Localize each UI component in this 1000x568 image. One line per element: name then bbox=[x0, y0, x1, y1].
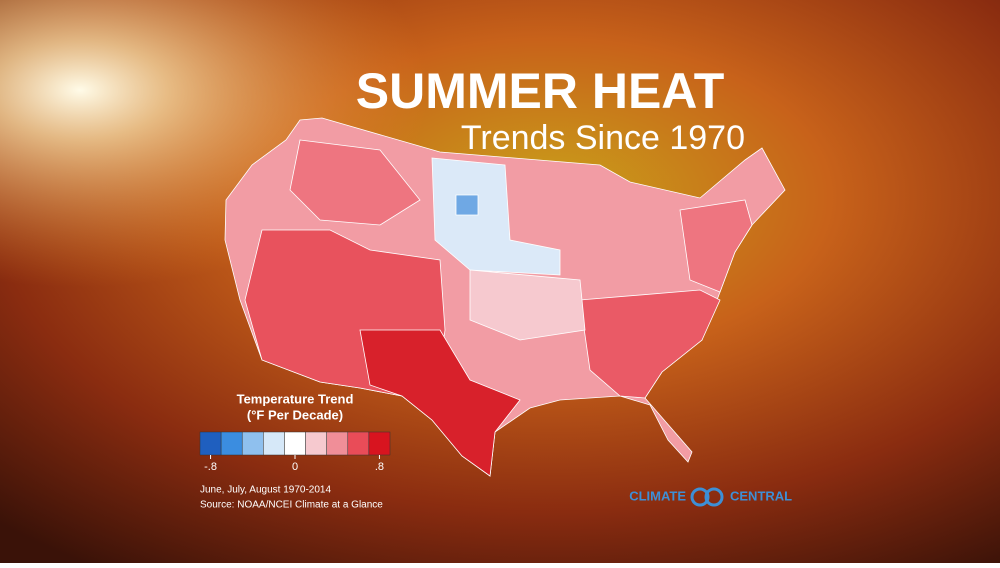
legend-title: (°F Per Decade) bbox=[247, 407, 343, 422]
legend-swatch bbox=[347, 431, 370, 456]
subtitle: Trends Since 1970 bbox=[461, 119, 745, 157]
legend-swatch bbox=[305, 431, 327, 456]
legend-swatch bbox=[241, 431, 264, 456]
legend-tick-label: -.8 bbox=[204, 461, 217, 473]
region-midwest bbox=[469, 269, 586, 341]
footnote: June, July, August 1970-2014 bbox=[200, 485, 331, 496]
us-map bbox=[224, 117, 786, 477]
region-texas bbox=[359, 329, 521, 477]
brand-left: CLIMATE bbox=[629, 488, 686, 503]
brand-logo bbox=[690, 487, 724, 507]
legend-swatch bbox=[263, 431, 285, 456]
title: SUMMER HEAT bbox=[356, 63, 725, 119]
region-southeast bbox=[579, 289, 721, 399]
legend-swatch bbox=[368, 431, 391, 456]
brand-right: CENTRAL bbox=[730, 488, 792, 503]
legend-tick-label: .8 bbox=[375, 461, 384, 473]
legend-swatch bbox=[199, 431, 222, 456]
logo-ring bbox=[690, 487, 710, 507]
region-dakota bbox=[455, 194, 479, 216]
region-plains bbox=[431, 157, 561, 276]
region-northwest bbox=[289, 139, 421, 226]
legend-title: Temperature Trend bbox=[237, 391, 354, 406]
legend-swatch bbox=[220, 431, 243, 456]
region-northeast bbox=[679, 199, 753, 293]
legend: -.8 0 .8 bbox=[199, 431, 391, 473]
footnote: Source: NOAA/NCEI Climate at a Glance bbox=[200, 500, 383, 511]
logo-ring bbox=[704, 487, 724, 507]
legend-swatch bbox=[326, 431, 349, 456]
legend-swatch bbox=[284, 431, 306, 456]
legend-tick-label: 0 bbox=[292, 461, 298, 473]
